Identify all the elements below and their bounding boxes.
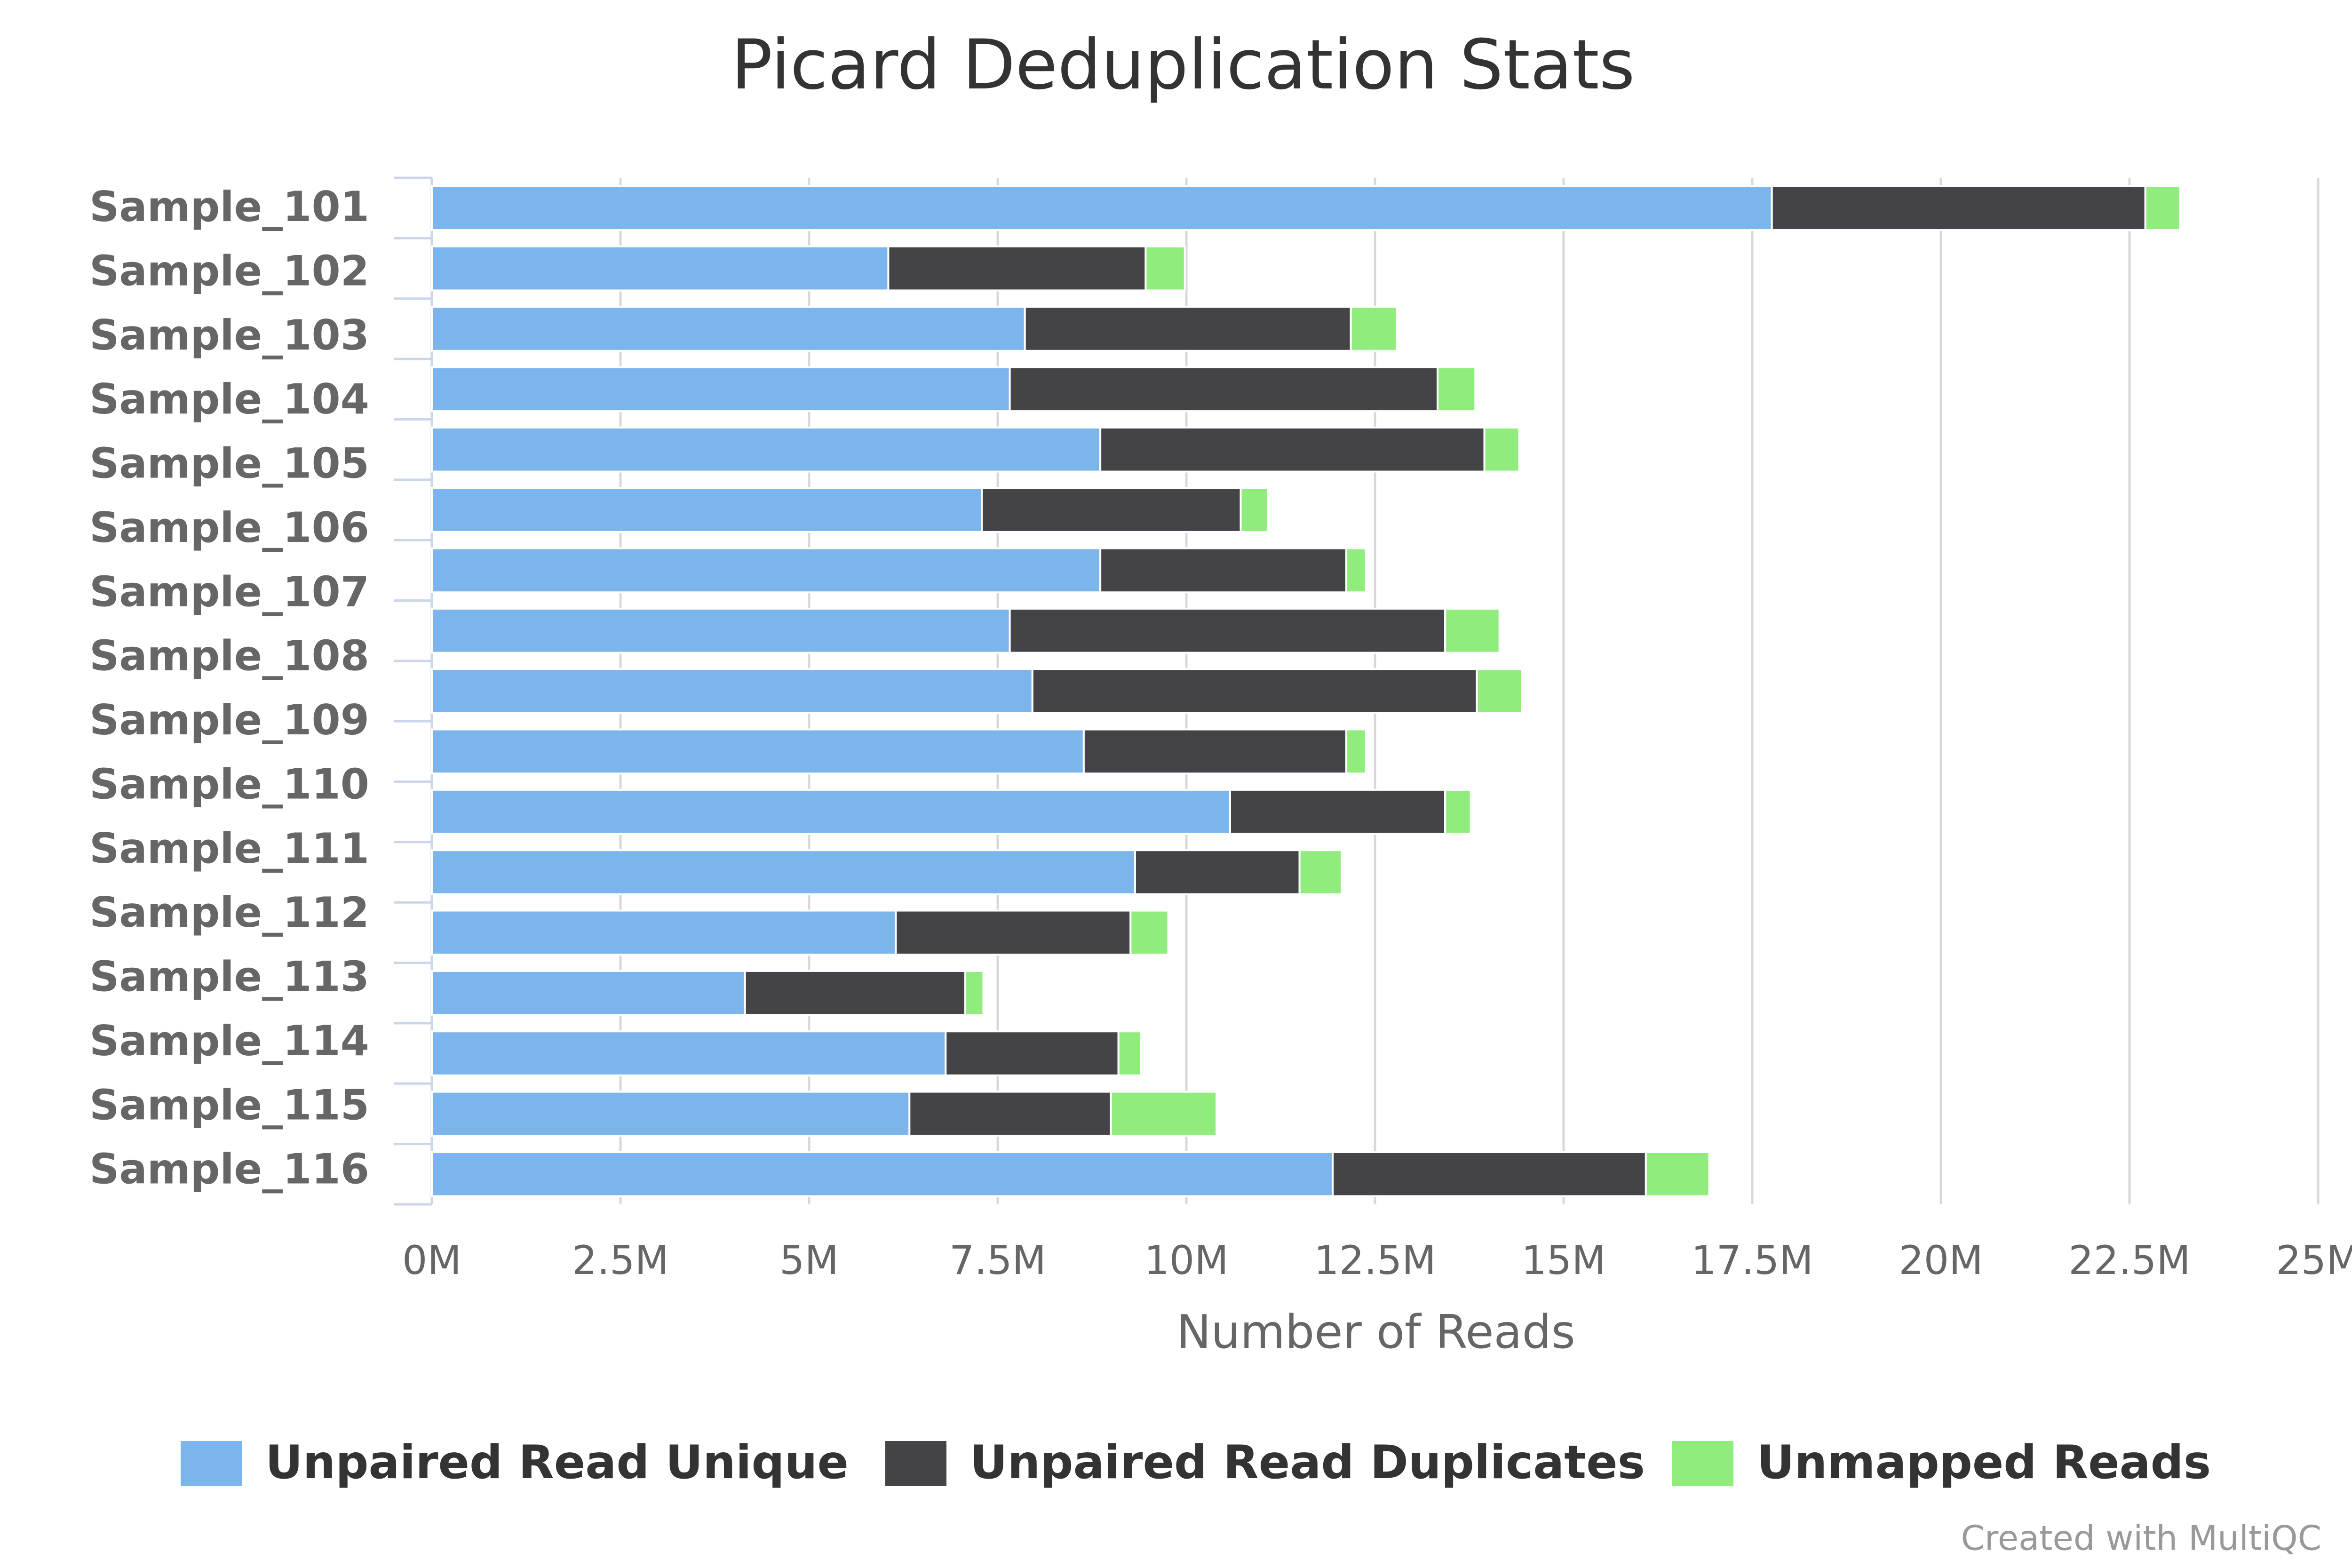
bar-segment	[431, 185, 1773, 231]
bar-segment	[1350, 306, 1398, 352]
x-tick-label: 22.5M	[2068, 1237, 2191, 1283]
y-tick-label: Sample_108	[89, 632, 369, 680]
x-tick-label: 10M	[1144, 1237, 1228, 1283]
bar-segment	[1345, 728, 1367, 775]
y-tick-label: Sample_107	[89, 567, 369, 616]
bar-segment	[431, 366, 1011, 413]
bar-segment	[1110, 1090, 1218, 1137]
bar-segment	[431, 487, 983, 533]
bar-segment	[1009, 366, 1439, 413]
bar-segment	[744, 970, 967, 1016]
bar-segment	[1437, 366, 1477, 413]
bar-segment	[431, 426, 1102, 473]
x-tick-label: 5M	[779, 1237, 839, 1283]
y-tick-label: Sample_115	[89, 1081, 369, 1129]
bar-segment	[431, 1151, 1334, 1197]
bar-segment	[431, 245, 890, 292]
bar-segment	[1476, 668, 1523, 714]
x-tick-label: 7.5M	[949, 1237, 1046, 1283]
bar-segment	[431, 849, 1136, 895]
legend-swatch	[1672, 1441, 1733, 1486]
bar-segment	[1444, 607, 1501, 654]
y-tick-label: Sample_106	[89, 503, 369, 552]
bar-segment	[1444, 788, 1472, 835]
x-tick-label: 12.5M	[1314, 1237, 1436, 1283]
bar-segment	[964, 970, 985, 1016]
legend-label: Unpaired Read Unique	[265, 1436, 849, 1489]
x-tick-label: 17.5M	[1691, 1237, 1813, 1283]
y-tick-label: Sample_101	[89, 183, 369, 231]
bar-segment	[1024, 306, 1352, 352]
legend-label: Unpaired Read Duplicates	[970, 1436, 1645, 1489]
bar-segment	[1134, 849, 1301, 895]
x-tick-label: 2.5M	[572, 1237, 669, 1283]
bar-segment	[895, 909, 1132, 956]
x-tick-label: 20M	[1899, 1237, 1983, 1283]
bar-segment	[1345, 547, 1367, 594]
y-tick-label: Sample_110	[89, 760, 369, 808]
chart-title: Picard Deduplication Stats	[731, 25, 1635, 105]
bar-segment	[431, 668, 1033, 714]
x-tick-label: 0M	[402, 1237, 461, 1283]
bar-segment	[945, 1030, 1120, 1076]
bar-segment	[887, 245, 1147, 292]
x-axis-title: Number of Reads	[1176, 1305, 1575, 1359]
bar-segment	[431, 728, 1085, 775]
y-tick-label: Sample_112	[89, 888, 369, 937]
y-tick-label: Sample_105	[89, 439, 369, 488]
bar-segment	[1483, 426, 1520, 473]
bar-segment	[908, 1090, 1112, 1137]
bar-segment	[431, 1090, 911, 1137]
bar-segment	[1240, 487, 1269, 533]
bar-segment	[1229, 788, 1446, 835]
bar-segment	[431, 306, 1026, 352]
bar-segment	[431, 909, 897, 956]
y-tick-label: Sample_109	[89, 696, 369, 744]
bar-segment	[1298, 849, 1343, 895]
y-tick-label: Sample_104	[89, 375, 369, 423]
bar-segment	[981, 487, 1242, 533]
y-tick-label: Sample_102	[89, 247, 369, 295]
bar-segment	[1117, 1030, 1142, 1076]
bar-segment	[1129, 909, 1169, 956]
bar-segment	[1332, 1151, 1647, 1197]
bar-segment	[1009, 607, 1446, 654]
legend-label: Unmapped Reads	[1757, 1436, 2211, 1489]
bar-segment	[1645, 1151, 1710, 1197]
bar-segment	[431, 547, 1102, 594]
legend-swatch	[181, 1441, 242, 1486]
bar-segment	[1099, 426, 1486, 473]
bar-segment	[431, 1030, 947, 1076]
legend-swatch	[885, 1441, 946, 1486]
y-tick-label: Sample_103	[89, 311, 369, 359]
bar-segment	[2144, 185, 2181, 231]
credits: Created with MultiQC	[1961, 1519, 2321, 1558]
bar-segment	[1771, 185, 2146, 231]
bar-segment	[1099, 547, 1348, 594]
y-tick-label: Sample_116	[89, 1145, 369, 1194]
y-tick-label: Sample_114	[89, 1017, 369, 1065]
x-tick-label: 25M	[2276, 1237, 2352, 1283]
y-tick-label: Sample_113	[89, 953, 369, 1001]
y-tick-label: Sample_111	[89, 824, 369, 873]
bar-segment	[1144, 245, 1186, 292]
x-tick-label: 15M	[1521, 1237, 1605, 1283]
bar-segment	[1082, 728, 1348, 775]
bar-segment	[1031, 668, 1478, 714]
bar-segment	[431, 607, 1011, 654]
bar-segment	[431, 788, 1232, 835]
bar-segment	[431, 970, 746, 1016]
